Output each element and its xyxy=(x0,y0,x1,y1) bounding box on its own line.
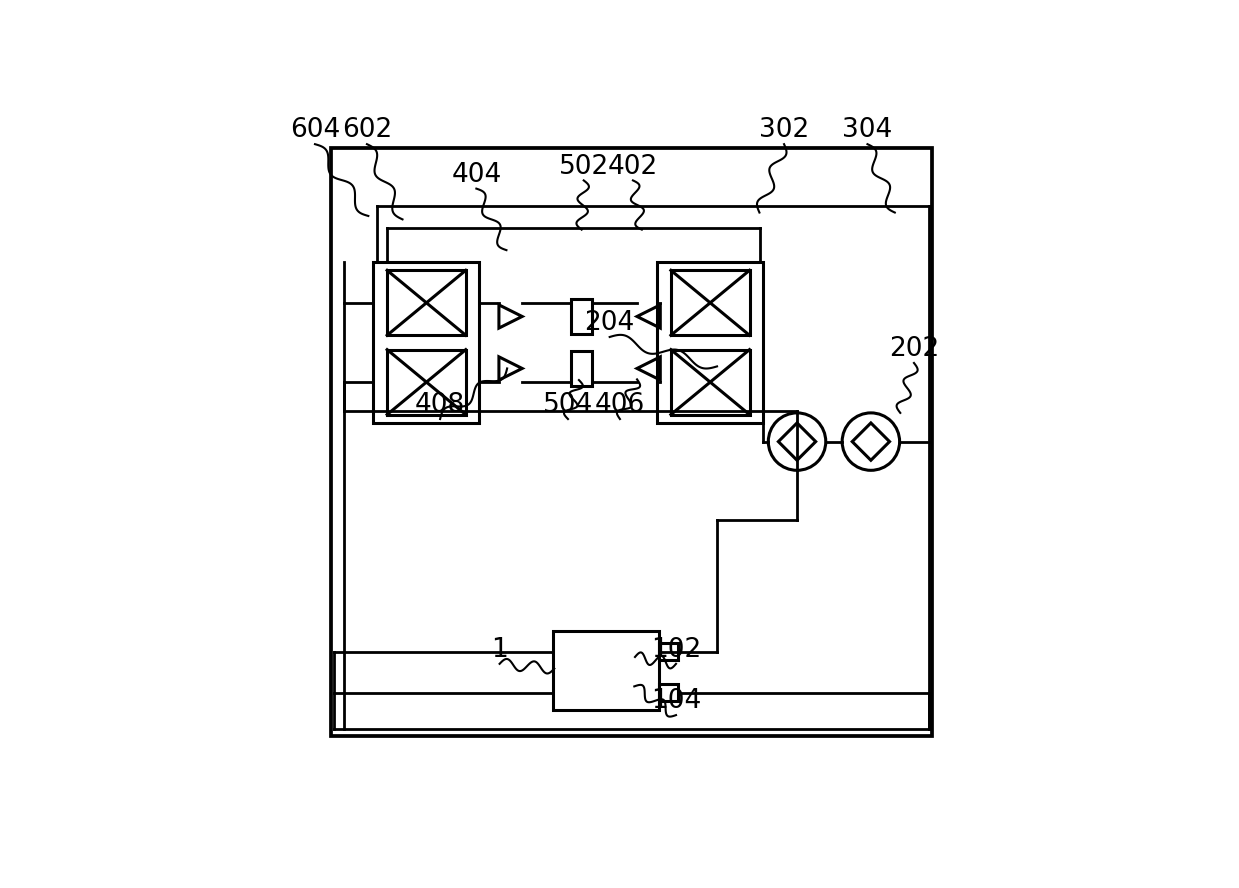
Bar xyxy=(657,262,763,423)
Text: 202: 202 xyxy=(888,337,939,362)
Bar xyxy=(571,352,592,385)
Bar xyxy=(373,262,479,423)
Bar xyxy=(670,270,750,336)
Text: 304: 304 xyxy=(843,117,892,144)
Text: 302: 302 xyxy=(760,117,809,144)
Text: 1: 1 xyxy=(491,638,508,663)
Bar xyxy=(387,270,466,336)
Text: 602: 602 xyxy=(342,117,392,144)
Text: 204: 204 xyxy=(585,310,634,337)
Bar xyxy=(659,684,679,702)
Bar xyxy=(670,350,750,415)
Text: 102: 102 xyxy=(650,638,701,663)
Bar xyxy=(554,631,659,710)
Text: 402: 402 xyxy=(608,154,658,179)
Text: 504: 504 xyxy=(543,392,593,418)
Text: 406: 406 xyxy=(595,392,646,418)
Text: 604: 604 xyxy=(290,117,341,144)
Text: 104: 104 xyxy=(650,688,701,715)
Bar xyxy=(331,147,933,735)
Bar xyxy=(387,350,466,415)
Bar xyxy=(659,643,679,661)
Text: 404: 404 xyxy=(451,162,502,188)
Text: 408: 408 xyxy=(415,392,465,418)
Text: 502: 502 xyxy=(559,154,608,179)
Bar xyxy=(571,299,592,334)
